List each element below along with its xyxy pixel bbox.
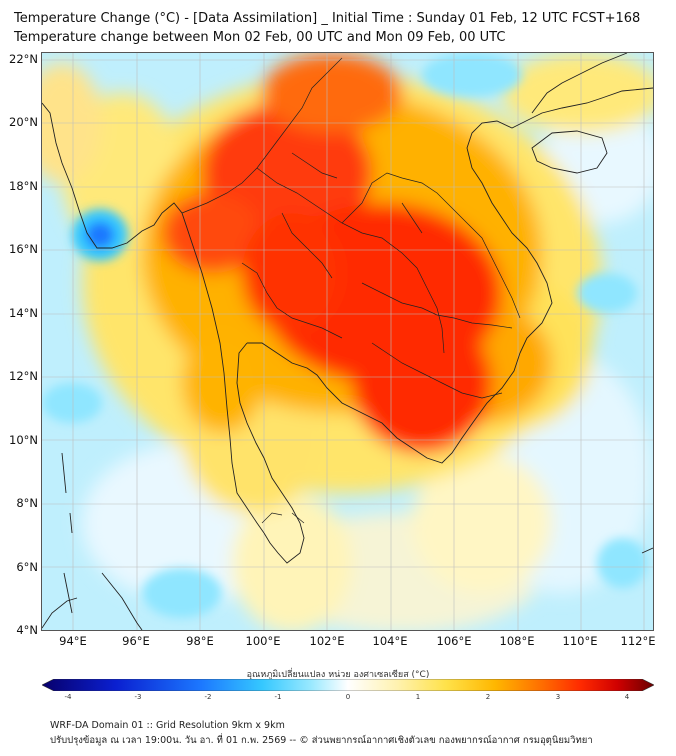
lon-label: 102°E [309,634,345,648]
map-title: Temperature Change (°C) - [Data Assimila… [14,11,641,26]
colorbar-fill [42,679,654,691]
lat-label: 20°N [9,115,38,129]
lat-label: 16°N [9,242,38,256]
lat-label: 4°N [16,623,38,637]
colorbar-tick: 3 [555,693,561,701]
lon-label: 96°E [122,634,150,648]
coastlines [42,53,653,630]
lat-label: 10°N [9,433,38,447]
update-credit: ปรับปรุงข้อมูล ณ เวลา 19:00น. วัน อา. ที… [50,735,593,746]
lat-label: 18°N [9,179,38,193]
colorbar [42,679,654,691]
lon-label: 110°E [562,634,598,648]
colorbar-tick: 0 [345,693,351,701]
model-info: WRF-DA Domain 01 :: Grid Resolution 9km … [50,720,285,731]
lon-label: 100°E [245,634,281,648]
lat-label: 22°N [9,52,38,66]
temperature-change-map [41,52,654,631]
lat-label: 14°N [9,306,38,320]
lon-label: 108°E [499,634,535,648]
colorbar-tick: 1 [415,693,421,701]
lon-label: 98°E [186,634,214,648]
map-subtitle: Temperature change between Mon 02 Feb, 0… [14,30,506,45]
colorbar-tick: -4 [64,693,72,701]
colorbar-tick: -3 [134,693,142,701]
field-shading [42,53,653,630]
cold-spots [42,53,647,618]
lon-label: 106°E [436,634,472,648]
colorbar-tick: -1 [274,693,282,701]
lat-label: 6°N [16,560,38,574]
lat-label: 12°N [9,369,38,383]
lon-label: 112°E [620,634,656,648]
colorbar-label: อุณหภูมิเปลี่ยนแปลง หน่วย องศาเซลเซียส (… [246,670,430,680]
map-canvas [42,53,653,630]
colorbar-tick: 2 [485,693,491,701]
colorbar-tick: 4 [624,693,630,701]
colorbar-tick: -2 [204,693,212,701]
country-borders [181,57,521,524]
lon-label: 104°E [372,634,408,648]
lat-label: 8°N [16,496,38,510]
lon-label: 94°E [59,634,87,648]
